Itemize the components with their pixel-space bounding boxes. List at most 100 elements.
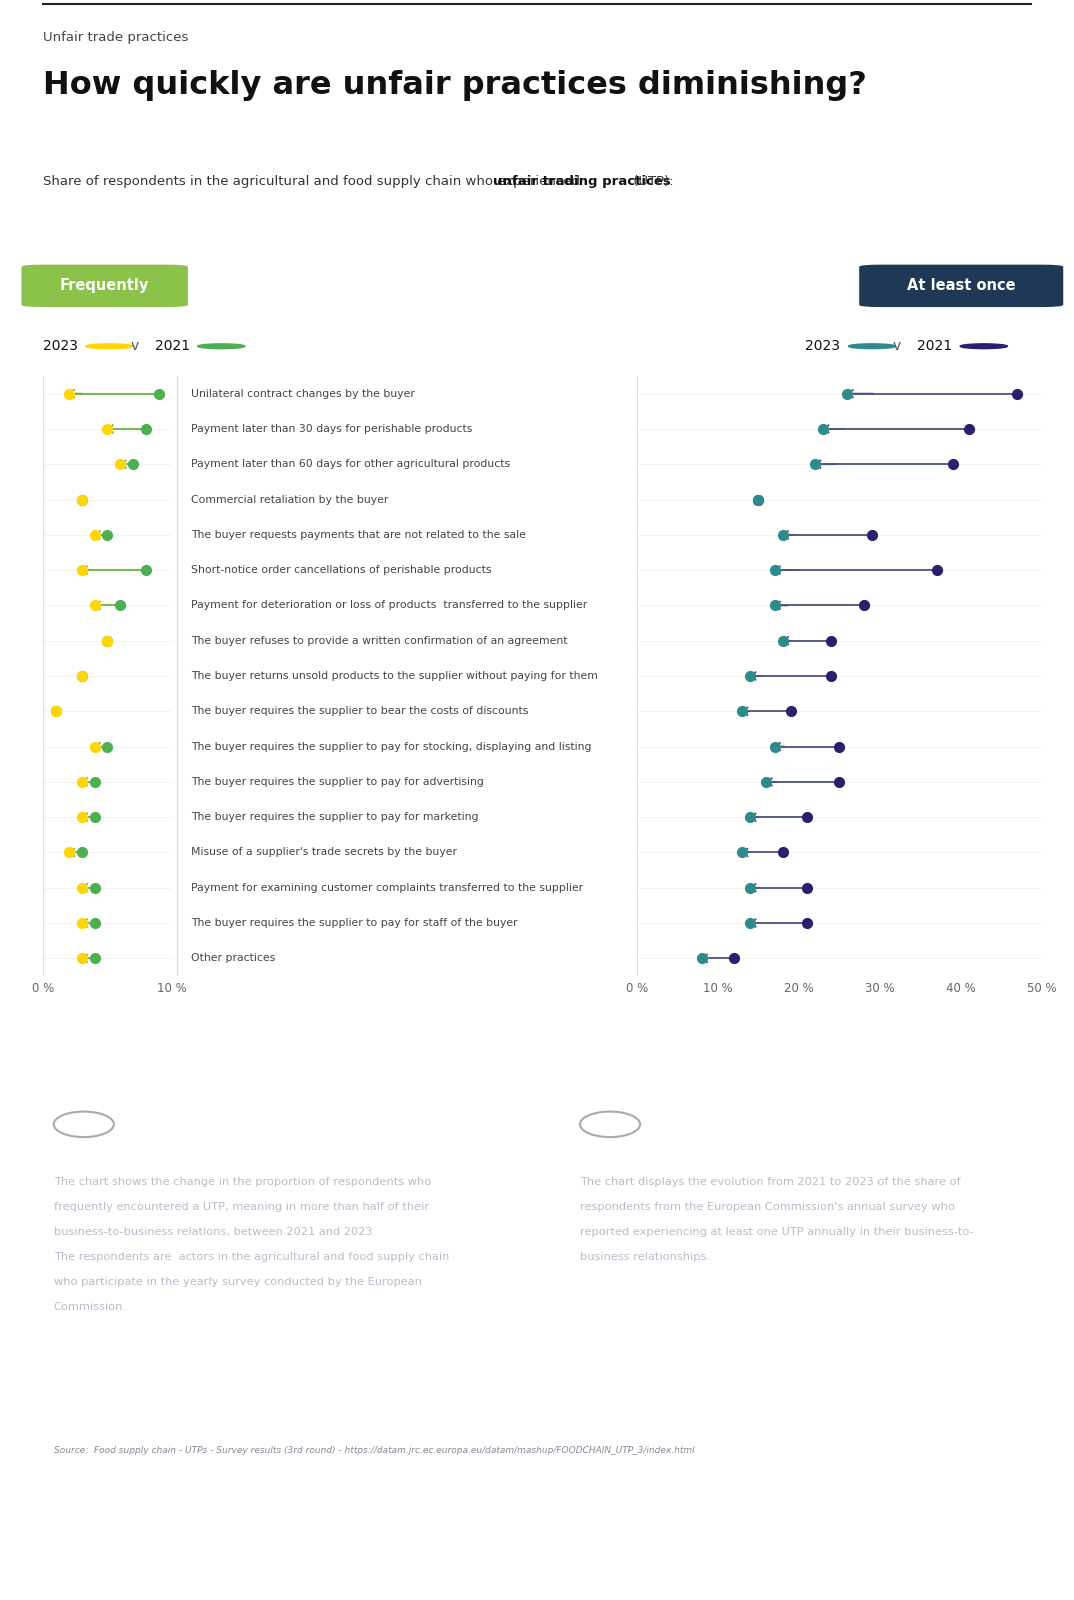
Circle shape [198,344,245,349]
Point [60,840,77,866]
Text: business relationships.: business relationships. [580,1251,710,1262]
Text: The buyer requests payments that are not related to the sale: The buyer requests payments that are not… [191,530,525,539]
Point [944,451,961,477]
Point [823,662,840,688]
Text: Respondents experiencing UTP at least once: Respondents experiencing UTP at least on… [659,1118,993,1131]
Text: The buyer requires the supplier to bear the costs of discounts: The buyer requires the supplier to bear … [191,706,528,717]
Point [137,557,155,582]
Point [73,875,90,901]
Text: How to read this chart?: How to read this chart? [54,1054,224,1069]
Text: The buyer returns unsold products to the supplier without paying for them: The buyer returns unsold products to the… [191,670,597,682]
Circle shape [86,344,133,349]
Text: business-to-business relations, between 2021 and 2023.: business-to-business relations, between … [54,1227,376,1237]
Point [86,734,103,760]
Point [807,451,824,477]
Point [960,416,977,442]
Point [742,805,759,830]
Text: 2023: 2023 [43,339,78,354]
Point [73,557,90,582]
Text: Unilateral contract changes by the buyer: Unilateral contract changes by the buyer [191,389,415,398]
Text: frequently encountered a UTP, meaning in more than half of their: frequently encountered a UTP, meaning in… [54,1202,429,1211]
Point [73,805,90,830]
Text: How quickly are unfair practices diminishing?: How quickly are unfair practices diminis… [43,69,867,101]
Point [73,910,90,936]
Text: The chart shows the change in the proportion of respondents who: The chart shows the change in the propor… [54,1176,431,1187]
Point [766,557,783,582]
Text: The buyer requires the supplier to pay for advertising: The buyer requires the supplier to pay f… [191,778,483,787]
Text: The buyer requires the supplier to pay for marketing: The buyer requires the supplier to pay f… [191,813,478,822]
Point [137,416,155,442]
Text: Short-notice order cancellations of perishable products: Short-notice order cancellations of peri… [191,565,491,574]
Text: Payment for examining customer complaints transferred to the supplier: Payment for examining customer complaint… [191,883,583,893]
Point [73,662,90,688]
Point [863,522,881,547]
Point [798,910,815,936]
Text: The buyer refuses to provide a written confirmation of an agreement: The buyer refuses to provide a written c… [191,635,567,646]
Point [774,522,792,547]
Point [86,910,103,936]
Point [798,875,815,901]
Point [112,451,129,477]
Point [86,946,103,971]
Text: Commercial retaliation by the buyer: Commercial retaliation by the buyer [191,494,388,504]
Point [86,805,103,830]
Text: Frequently: Frequently [60,278,149,293]
Point [814,416,831,442]
Point [73,770,90,795]
Text: unfair trading practices: unfair trading practices [493,174,670,189]
Text: who participate in the yearly survey conducted by the European: who participate in the yearly survey con… [54,1277,422,1286]
Text: reported experiencing at least one UTP annually in their business-to-: reported experiencing at least one UTP a… [580,1227,974,1237]
Text: The buyer requires the supplier to pay for staff of the buyer: The buyer requires the supplier to pay f… [191,918,518,928]
Text: The respondents are  actors in the agricultural and food supply chain: The respondents are actors in the agricu… [54,1251,449,1262]
Point [742,875,759,901]
Point [766,734,783,760]
Text: Share of respondents in the agricultural and food supply chain who experienced: Share of respondents in the agricultural… [43,174,584,189]
Point [734,840,751,866]
Text: Respondents experiencing UTP frequently: Respondents experiencing UTP frequently [133,1118,449,1131]
Point [839,381,856,406]
Point [86,522,103,547]
Point [758,770,775,795]
Text: (UTP):: (UTP): [629,174,673,189]
Text: v: v [892,339,901,354]
Text: Payment later than 60 days for other agricultural products: Payment later than 60 days for other agr… [191,459,510,469]
Text: At least once: At least once [906,278,1016,293]
Point [766,592,783,618]
Text: Misuse of a supplier's trade secrets by the buyer: Misuse of a supplier's trade secrets by … [191,848,456,858]
Text: The buyer requires the supplier to pay for stocking, displaying and listing: The buyer requires the supplier to pay f… [191,741,592,752]
Text: The chart displays the evolution from 2021 to 2023 of the share of: The chart displays the evolution from 20… [580,1176,961,1187]
Point [725,946,742,971]
Point [60,381,77,406]
Point [928,557,945,582]
Circle shape [960,344,1007,349]
Text: Unfair trade practices: Unfair trade practices [43,30,188,43]
Text: Source:  Food supply chain - UTPs - Survey results (3rd round) - https://datam.j: Source: Food supply chain - UTPs - Surve… [54,1446,694,1454]
Text: Payment for deterioration or loss of products  transferred to the supplier: Payment for deterioration or loss of pro… [191,600,587,611]
Point [150,381,168,406]
Point [830,770,847,795]
Text: Other practices: Other practices [191,954,275,963]
Point [742,662,759,688]
Point [73,840,90,866]
Point [734,699,751,725]
Point [99,416,116,442]
Point [823,627,840,653]
Point [73,946,90,971]
Point [782,699,799,725]
Point [86,592,103,618]
Point [99,627,116,653]
Point [742,910,759,936]
Text: Commission.: Commission. [54,1302,127,1312]
Point [830,734,847,760]
Text: 2023: 2023 [806,339,841,354]
FancyBboxPatch shape [859,264,1063,307]
Point [99,627,116,653]
Point [750,486,767,512]
Point [774,627,792,653]
Point [855,592,872,618]
Text: v: v [130,339,139,354]
Point [86,770,103,795]
Text: respondents from the European Commission's annual survey who: respondents from the European Commission… [580,1202,955,1211]
Point [1008,381,1026,406]
Point [47,699,64,725]
